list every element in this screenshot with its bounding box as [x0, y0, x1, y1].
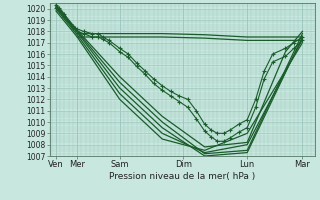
X-axis label: Pression niveau de la mer( hPa ): Pression niveau de la mer( hPa ) — [109, 172, 256, 181]
